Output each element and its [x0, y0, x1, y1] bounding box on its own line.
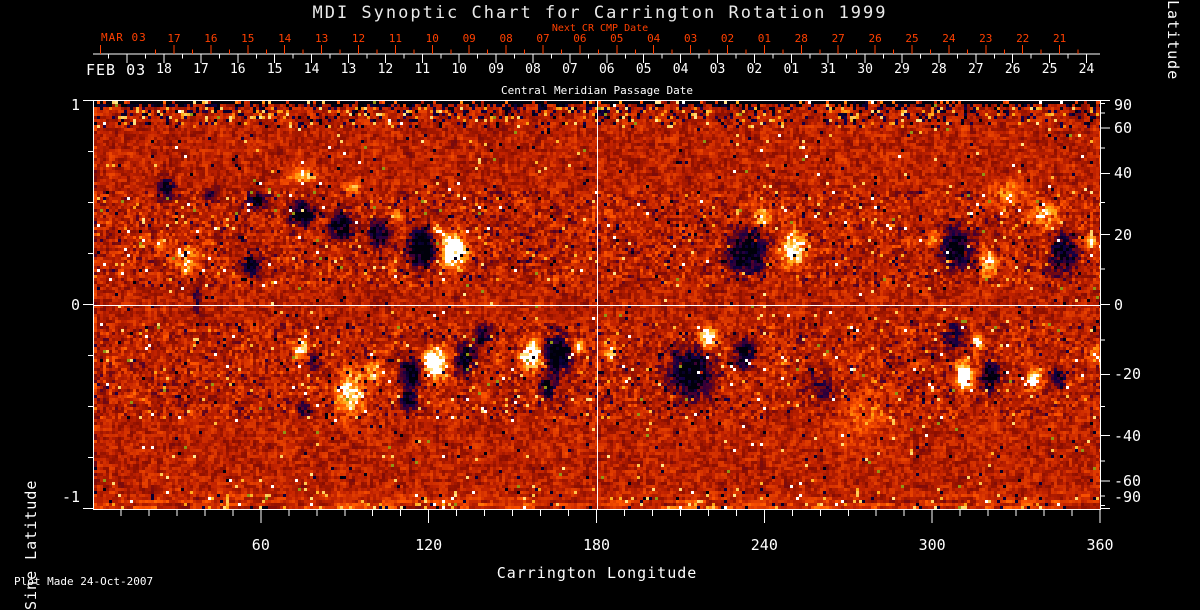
next-cr-day-label: 27	[831, 32, 845, 45]
next-cr-day-label: 25	[905, 32, 919, 45]
cmp-day-label: 31	[820, 62, 837, 77]
cmp-day-label: 27	[967, 62, 984, 77]
cmp-day-label: 02	[746, 62, 763, 77]
cmp-day-label: 14	[303, 62, 320, 77]
next-cr-day-label: 04	[647, 32, 661, 45]
next-cr-day-label: 02	[720, 32, 735, 45]
lon-tick-label: 180	[582, 536, 611, 554]
lat-tick-label: 90	[1114, 96, 1133, 114]
next-cr-day-label: 24	[942, 32, 956, 45]
bottom-axis-title: Carrington Longitude	[496, 564, 698, 582]
cmp-day-label: 05	[635, 62, 652, 77]
lon-tick-label: 60	[251, 536, 270, 554]
sine-lat-tick-label: 1	[70, 96, 80, 114]
next-cr-day-label: 12	[351, 32, 366, 45]
cmp-day-label: 15	[266, 62, 283, 77]
cmp-day-label: 29	[894, 62, 910, 77]
next-cr-day-label: 21	[1052, 32, 1067, 45]
next-cr-day-label: 06	[573, 32, 587, 45]
cmp-day-label: 04	[672, 62, 689, 77]
next-cr-day-label: 05	[610, 32, 624, 45]
right-axis-title: Latitude	[1164, 0, 1182, 81]
cmp-day-label: 06	[598, 62, 615, 77]
lon-tick-label: 120	[415, 536, 443, 554]
lat-tick-label: -90	[1114, 488, 1142, 506]
next-cr-day-label: 10	[425, 32, 439, 45]
next-cr-day-label: 08	[499, 32, 513, 45]
next-cr-day-label: 07	[536, 32, 550, 45]
cmp-day-label: 12	[377, 62, 394, 77]
cmp-day-label: 08	[525, 62, 541, 77]
cmp-day-label: 17	[193, 62, 209, 77]
cmp-day-label: 28	[931, 62, 947, 77]
cmp-month-label: FEB 03	[86, 61, 147, 79]
next-cr-day-label: 03	[683, 32, 698, 45]
sine-lat-tick-label: 0	[70, 295, 80, 314]
next-cr-day-label: 01	[757, 32, 772, 45]
cmp-day-label: 13	[340, 62, 357, 77]
lat-tick-label: 40	[1114, 164, 1133, 183]
left-axis-title: Sine Latitude	[22, 479, 40, 610]
next-cr-day-label: 15	[241, 32, 255, 45]
lat-tick-label: -20	[1114, 365, 1142, 384]
next-cr-day-label: 28	[794, 32, 808, 45]
cmp-day-label: 01	[783, 62, 800, 77]
cmp-day-label: 24	[1078, 62, 1095, 77]
lat-tick-label: -60	[1114, 472, 1142, 491]
cmp-day-label: 11	[414, 62, 431, 77]
cmp-day-label: 16	[229, 62, 246, 77]
lon-tick-label: 240	[750, 536, 778, 554]
next-cr-day-label: 14	[278, 32, 292, 45]
lat-tick-label: 60	[1114, 118, 1133, 137]
cmp-axis-title: Central Meridian Passage Date	[500, 84, 694, 97]
cmp-day-label: 10	[451, 62, 468, 77]
next-cr-cmp-date-label: Next CR CMP Date	[551, 23, 649, 34]
plot-border	[93, 100, 1101, 510]
cmp-day-label: 03	[709, 62, 726, 77]
synoptic-image-area	[94, 101, 1100, 509]
sine-lat-tick-label: -1	[61, 488, 80, 506]
next-cr-day-label: 16	[204, 32, 218, 45]
plot-made-note: Plot Made 24-Oct-2007	[14, 575, 154, 588]
lat-tick-label: -40	[1114, 426, 1142, 445]
cmp-day-label: 26	[1004, 62, 1021, 77]
next-cr-day-label: 23	[979, 32, 993, 45]
next-cr-day-label: 11	[388, 32, 403, 45]
next-cr-day-label: 17	[167, 32, 181, 45]
synoptic-magnetogram-image	[94, 101, 1100, 509]
next-cr-day-label: 26	[868, 32, 882, 45]
lon-tick-label: 360	[1086, 536, 1114, 554]
cmp-day-label: 07	[562, 62, 578, 77]
next-cr-day-label: 22	[1016, 32, 1030, 45]
cmp-day-label: 09	[488, 62, 504, 77]
cmp-day-label: 30	[857, 62, 873, 77]
cmp-day-label: 25	[1041, 62, 1058, 77]
lat-tick-label: 0	[1114, 295, 1124, 314]
next-cr-day-label: 13	[314, 32, 329, 45]
next-cr-day-label: 09	[462, 32, 476, 45]
next-cr-month-label: MAR 03	[101, 31, 147, 44]
page-title: MDI Synoptic Chart for Carrington Rotati…	[312, 3, 888, 23]
cmp-day-label: 18	[156, 62, 172, 77]
lon-tick-label: 300	[918, 536, 946, 554]
lat-tick-label: 20	[1114, 225, 1133, 244]
